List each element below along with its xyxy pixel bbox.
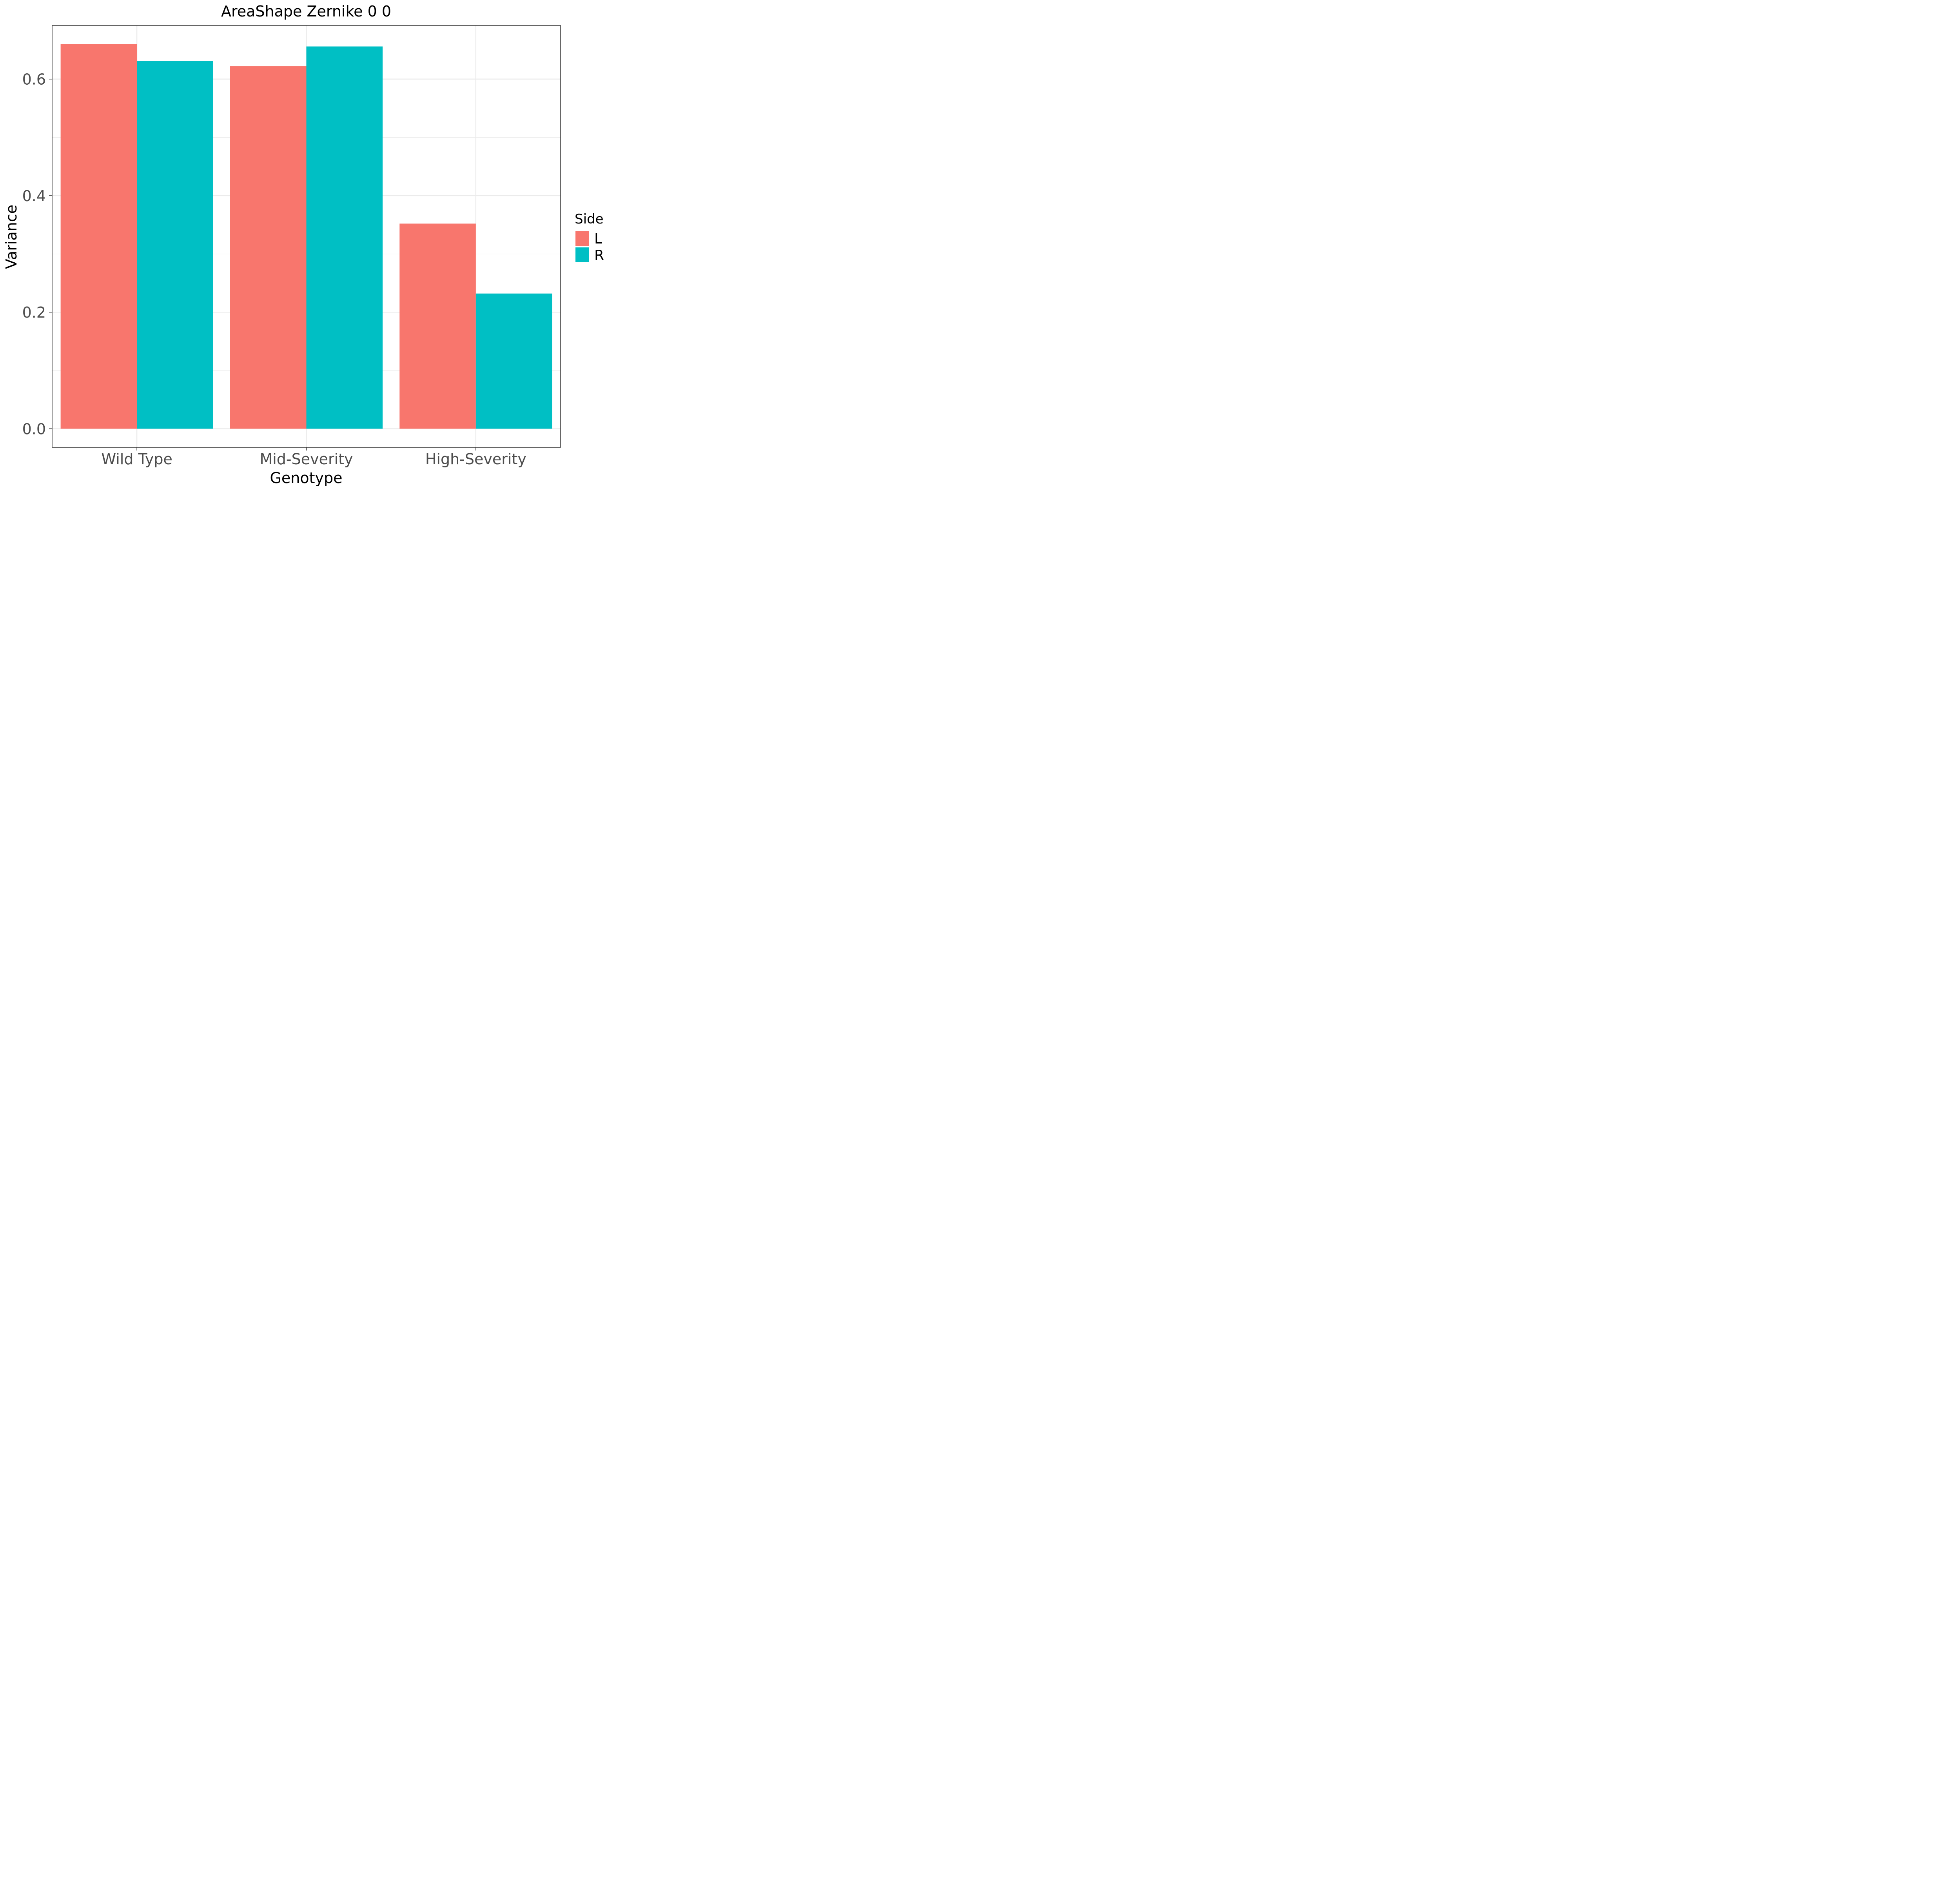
legend-label-l: L <box>594 231 602 247</box>
legend-label-r: R <box>594 247 604 263</box>
y-tick-label: 0.2 <box>22 304 46 321</box>
y-axis: 0.0 0.2 0.4 0.6 <box>22 71 52 438</box>
bar-mid-severity-r <box>306 46 383 429</box>
x-tick-label-wild-type: Wild Type <box>101 451 172 468</box>
x-tick-label-mid-severity: Mid-Severity <box>260 451 353 468</box>
y-tick-label: 0.6 <box>22 71 46 88</box>
x-tick-label-high-severity: High-Severity <box>425 451 526 468</box>
bar-high-severity-r <box>475 293 552 429</box>
y-tick-label: 0.0 <box>22 420 46 438</box>
bar-wild-type-l <box>60 44 137 429</box>
bar-wild-type-r <box>137 61 213 429</box>
bar-high-severity-l <box>399 223 476 429</box>
bar-mid-severity-l <box>230 66 307 429</box>
bars-layer <box>60 44 552 429</box>
y-tick-label: 0.4 <box>22 187 46 205</box>
chart: AreaShape Zernike 0 0 0.0 0.2 0.4 0.6 Wild … <box>0 0 615 492</box>
chart-title: AreaShape Zernike 0 0 <box>221 3 391 20</box>
x-axis-title: Genotype <box>270 469 342 487</box>
x-axis: Wild Type Mid-Severity High-Severity <box>101 447 526 468</box>
legend-key-l <box>575 231 589 246</box>
y-axis-title: Variance <box>3 205 20 269</box>
legend-key-r <box>575 247 589 262</box>
legend: Side LR <box>575 211 604 263</box>
legend-title: Side <box>575 211 604 227</box>
